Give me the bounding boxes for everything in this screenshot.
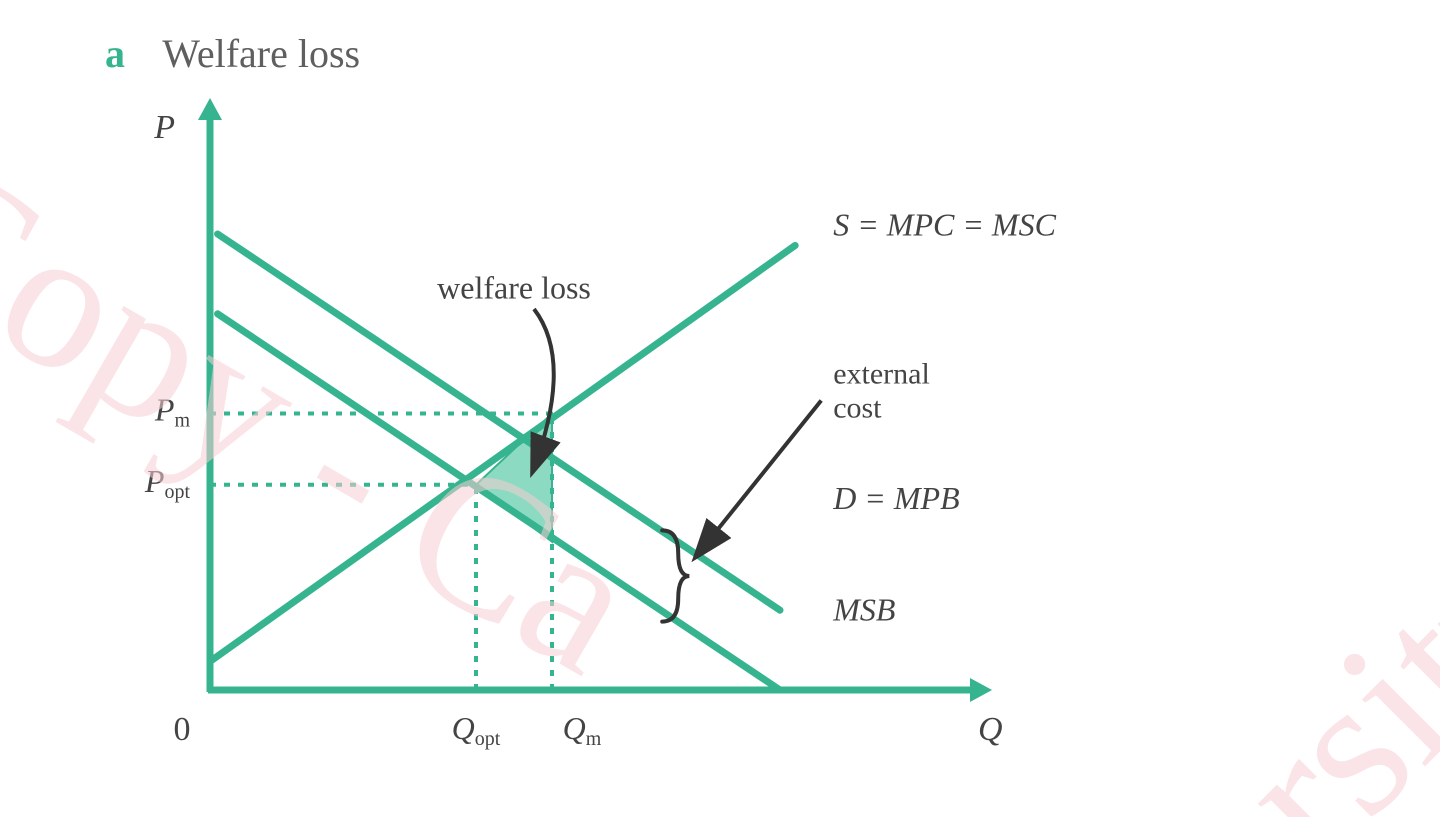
annot-external-cost-l2: cost <box>833 391 882 424</box>
label-qopt: Qopt <box>452 710 501 749</box>
label-popt: Popt <box>144 463 191 502</box>
annot-external-cost-l1: external <box>833 357 930 390</box>
annot-welfare-loss: welfare loss <box>437 269 591 305</box>
label-pm: Pm <box>154 392 191 431</box>
label-msb: MSB <box>832 591 895 627</box>
x-axis-arrow <box>970 678 992 702</box>
y-axis-arrow <box>198 98 222 120</box>
welfare-loss-diagram: P Q 0 Pm Popt Qopt Qm S = MPC = MSC D = MPB MSB we… <box>0 0 1440 817</box>
y-axis-label: P <box>153 109 175 146</box>
x-axis-label: Q <box>978 711 1003 748</box>
label-supply: S = MPC = MSC <box>833 207 1056 243</box>
supply-curve <box>210 245 795 661</box>
label-qm: Qm <box>563 710 602 749</box>
origin-label: 0 <box>174 711 191 748</box>
figure-title-row: a Welfare loss <box>105 30 360 77</box>
msb-curve <box>218 314 780 690</box>
label-mpb: D = MPB <box>832 480 959 516</box>
figure-title: Welfare loss <box>162 31 360 76</box>
panel-letter: a <box>105 31 125 76</box>
arrow-external-cost <box>696 401 821 557</box>
